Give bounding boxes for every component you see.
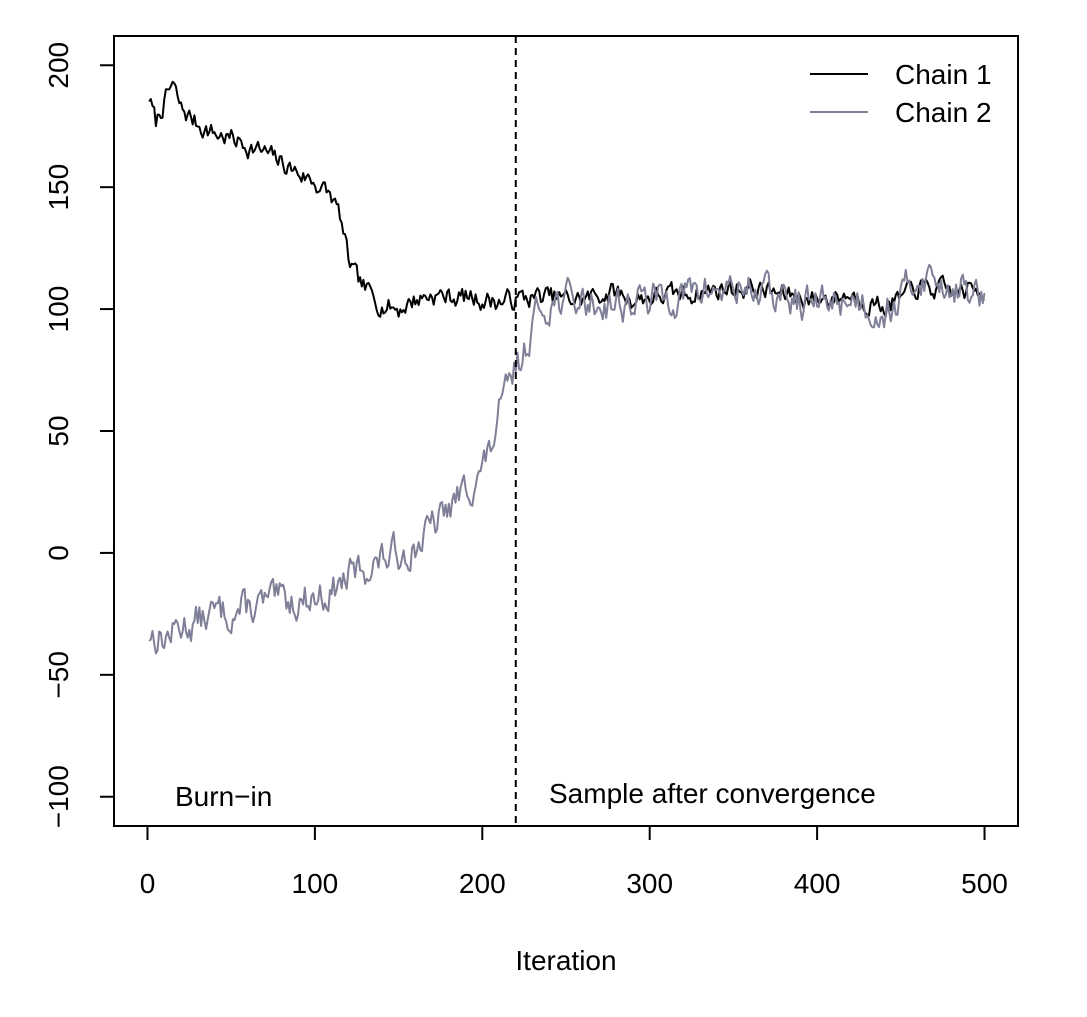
y-tick-label: −100	[43, 765, 74, 828]
x-tick-label: 100	[292, 868, 339, 899]
legend-label-chain-1: Chain 1	[895, 59, 992, 90]
y-tick-label: 150	[43, 164, 74, 211]
annotation-sample-after-convergence: Sample after convergence	[549, 778, 876, 809]
x-tick-label: 300	[626, 868, 673, 899]
series-layer	[148, 80, 986, 655]
y-tick-label: 50	[43, 415, 74, 446]
legend-label-chain-2: Chain 2	[895, 97, 992, 128]
x-tick-label: 0	[140, 868, 156, 899]
y-tick-label: 100	[43, 286, 74, 333]
x-tick-label: 400	[794, 868, 841, 899]
y-tick-label: 200	[43, 42, 74, 89]
x-axis-title: Iteration	[515, 945, 616, 976]
y-tick-label: 0	[43, 545, 74, 561]
series-line-chain-1	[148, 80, 985, 318]
x-tick-label: 200	[459, 868, 506, 899]
x-axis: 0 100 200 300 400 500	[140, 825, 1008, 899]
series-line-chain-2	[148, 263, 986, 655]
x-tick-label: 500	[961, 868, 1008, 899]
legend: Chain 1 Chain 2	[810, 59, 992, 128]
y-axis: −100 −50 0 50 100 150 200	[43, 42, 114, 828]
y-tick-label: −50	[43, 651, 74, 699]
annotation-burn-in: Burn−in	[175, 781, 272, 812]
